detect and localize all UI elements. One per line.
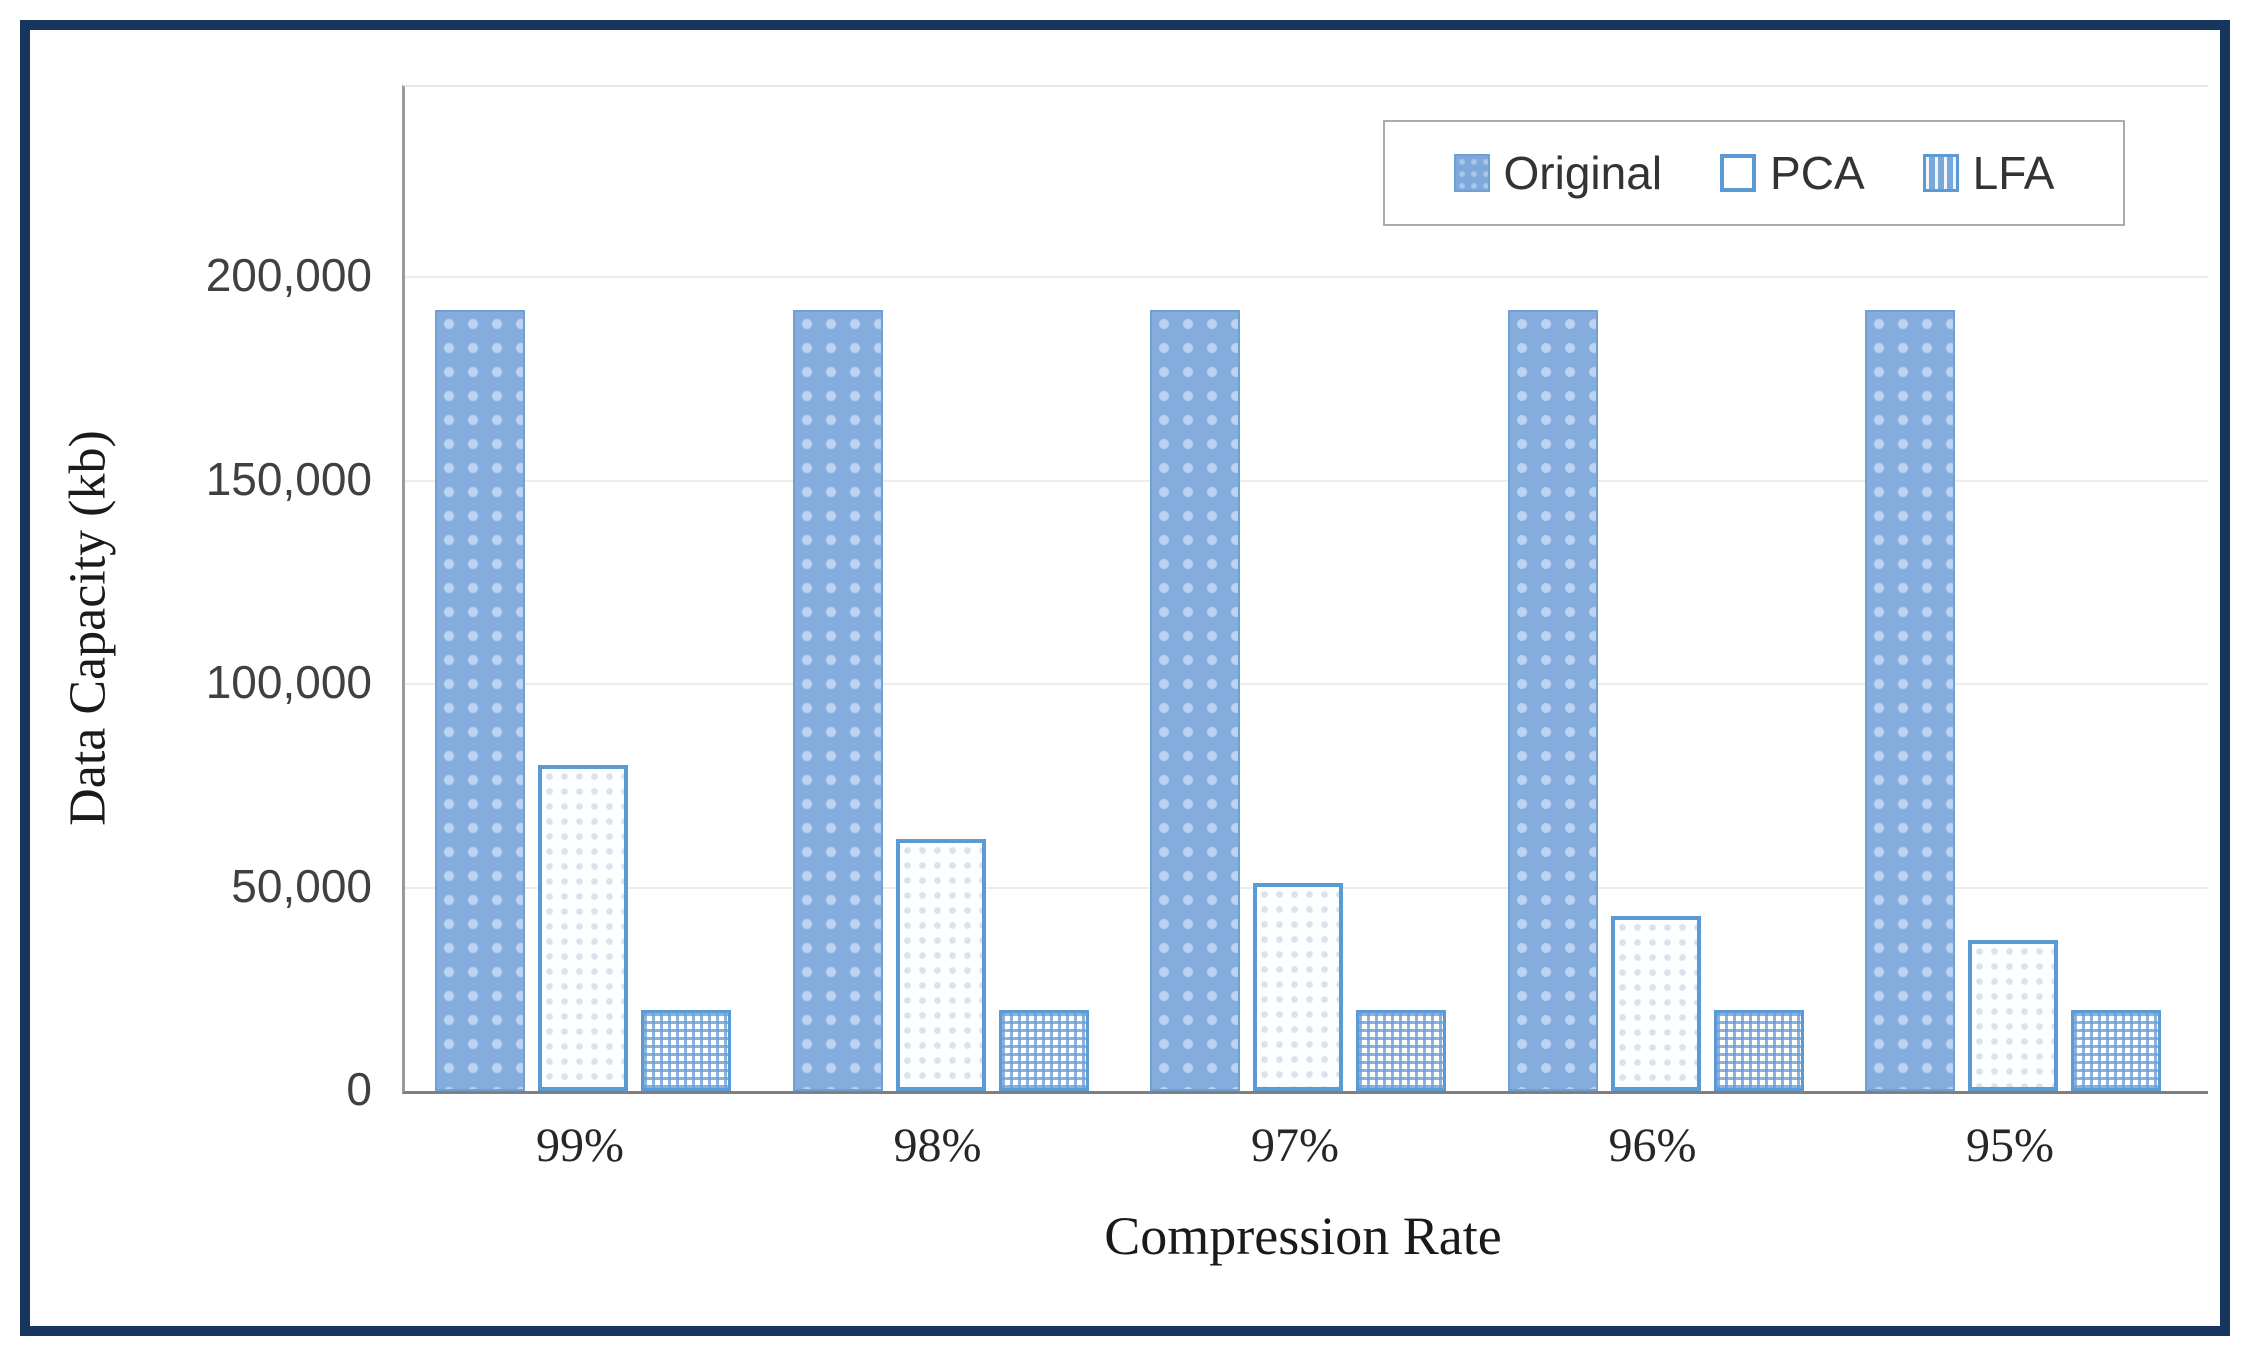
y-tick-label-0: 0 bbox=[346, 1063, 372, 1115]
y-tick-label-150,000: 150,000 bbox=[205, 452, 372, 505]
legend-swatch-lfa-icon bbox=[1922, 154, 1959, 192]
legend-label-pca: PCA bbox=[1770, 147, 1865, 199]
bar-group-97% bbox=[1150, 87, 1446, 1091]
y-tick-label-200,000: 200,000 bbox=[205, 249, 372, 301]
gridline-200,000 bbox=[405, 276, 2208, 278]
x-tick-label-98%: 98% bbox=[893, 1119, 982, 1172]
bar-pca-95% bbox=[1968, 940, 2058, 1091]
plot-area bbox=[402, 85, 2208, 1094]
legend-item-original: Original bbox=[1453, 146, 1663, 200]
legend-label-original: Original bbox=[1503, 147, 1663, 199]
bar-original-98% bbox=[792, 309, 883, 1091]
bar-lfa-95% bbox=[2071, 1009, 2161, 1091]
bar-original-96% bbox=[1507, 309, 1598, 1091]
bar-lfa-97% bbox=[1356, 1009, 1446, 1091]
legend: Original PCA LFA bbox=[1383, 120, 2125, 226]
x-tick-label-95%: 95% bbox=[1966, 1119, 2054, 1172]
bar-pca-99% bbox=[538, 765, 628, 1091]
legend-item-lfa: LFA bbox=[1922, 146, 2055, 200]
bar-group-96% bbox=[1507, 87, 1804, 1091]
y-axis-title: Data Capacity (kb) bbox=[59, 430, 117, 826]
legend-swatch-original-icon bbox=[1453, 154, 1490, 192]
legend-label-lfa: LFA bbox=[1972, 147, 2055, 199]
x-tick-label-99%: 99% bbox=[536, 1119, 624, 1172]
bar-group-98% bbox=[792, 87, 1089, 1091]
y-tick-label-50,000: 50,000 bbox=[231, 859, 372, 912]
y-tick-label-100,000: 100,000 bbox=[205, 656, 372, 708]
bar-lfa-99% bbox=[641, 1009, 731, 1091]
bar-lfa-96% bbox=[1713, 1009, 1804, 1091]
x-tick-label-96%: 96% bbox=[1608, 1119, 1697, 1172]
bar-lfa-98% bbox=[998, 1009, 1089, 1091]
gridline-100,000 bbox=[405, 683, 2208, 685]
legend-item-pca: PCA bbox=[1720, 146, 1865, 200]
bar-pca-96% bbox=[1610, 916, 1701, 1091]
figure-border bbox=[20, 20, 2230, 1336]
x-axis-title: Compression Rate bbox=[1104, 1206, 1502, 1266]
bar-pca-97% bbox=[1253, 883, 1343, 1091]
bar-group-95% bbox=[1865, 87, 2161, 1091]
bar-original-95% bbox=[1865, 309, 1955, 1091]
gridline-150,000 bbox=[405, 479, 2208, 482]
x-tick-label-97%: 97% bbox=[1251, 1119, 1339, 1172]
bar-group-99% bbox=[435, 87, 731, 1091]
bar-original-99% bbox=[435, 309, 525, 1091]
legend-swatch-pca-icon bbox=[1720, 154, 1757, 192]
bar-original-97% bbox=[1150, 309, 1240, 1091]
bar-pca-98% bbox=[895, 838, 986, 1091]
